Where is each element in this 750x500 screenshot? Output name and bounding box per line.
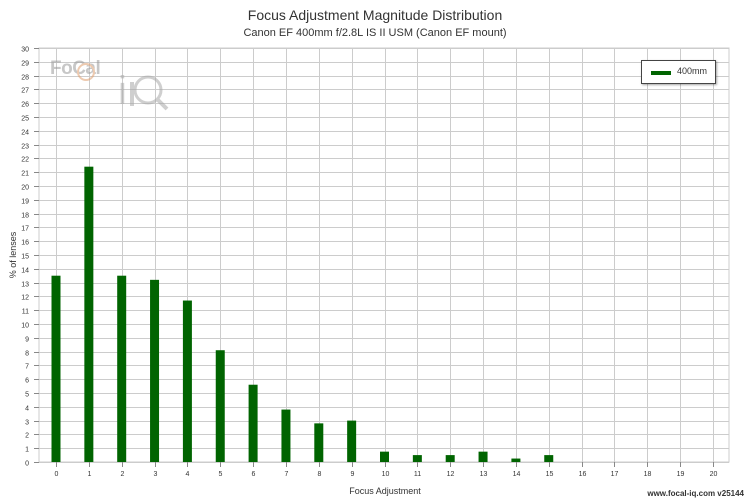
y-tick-label: 6 <box>25 378 29 385</box>
x-tick-label: 0 <box>55 471 59 478</box>
y-tick-label: 26 <box>21 102 29 109</box>
x-tick-label: 4 <box>186 471 190 478</box>
y-axis-label: % of lenses <box>8 231 18 278</box>
x-tick-label: 19 <box>677 471 685 478</box>
bar <box>347 420 357 462</box>
bar <box>511 458 521 462</box>
y-tick-label: 3 <box>25 420 29 427</box>
chart-subtitle: Canon EF 400mm f/2.8L IS II USM (Canon E… <box>243 27 507 39</box>
x-tick-label: 15 <box>546 471 554 478</box>
y-tick-label: 17 <box>21 226 29 233</box>
axes: 0123456789101112131415161718192021222324… <box>21 47 717 479</box>
legend-swatch <box>651 71 671 75</box>
y-tick-label: 23 <box>21 144 29 151</box>
x-tick-label: 13 <box>480 471 488 478</box>
y-tick-label: 24 <box>21 130 29 137</box>
y-tick-label: 29 <box>21 61 29 68</box>
y-tick-label: 2 <box>25 433 29 440</box>
y-tick-label: 13 <box>21 282 29 289</box>
bar <box>84 166 94 462</box>
chart-title: Focus Adjustment Magnitude Distribution <box>247 7 503 23</box>
legend-label: 400mm <box>677 66 708 76</box>
y-tick-label: 22 <box>21 157 29 164</box>
x-tick-label: 1 <box>88 471 92 478</box>
y-tick-label: 30 <box>21 47 29 54</box>
x-tick-label: 14 <box>513 471 521 478</box>
x-tick-label: 8 <box>318 471 322 478</box>
y-tick-label: 5 <box>25 392 29 399</box>
bar <box>380 451 389 462</box>
focal-iq-logo: FoCal i <box>50 58 180 116</box>
x-tick-label: 5 <box>219 471 223 478</box>
bar <box>412 455 422 462</box>
x-tick-label: 10 <box>382 471 390 478</box>
y-tick-label: 28 <box>21 75 29 82</box>
x-tick-label: 3 <box>154 471 158 478</box>
x-tick-label: 7 <box>285 471 289 478</box>
x-tick-label: 6 <box>252 471 256 478</box>
y-tick-label: 20 <box>21 185 29 192</box>
y-tick-label: 27 <box>21 88 29 95</box>
bars <box>51 166 554 462</box>
x-tick-label: 16 <box>579 471 587 478</box>
x-tick-label: 2 <box>121 471 125 478</box>
y-tick-label: 1 <box>25 447 29 454</box>
bar <box>51 275 61 462</box>
y-tick-label: 4 <box>25 406 29 413</box>
footer-url: www.focal-iq.com v25144 <box>647 489 744 498</box>
x-tick-label: 18 <box>644 471 652 478</box>
bar <box>281 409 291 462</box>
iq-logo-icon: i <box>77 63 169 113</box>
bar <box>215 350 225 462</box>
bar <box>478 451 488 462</box>
x-tick-label: 12 <box>447 471 455 478</box>
y-tick-label: 8 <box>25 351 29 358</box>
bar <box>314 423 324 462</box>
y-tick-label: 25 <box>21 116 29 123</box>
bar <box>117 275 127 462</box>
x-tick-label: 9 <box>351 471 355 478</box>
y-tick-label: 14 <box>21 268 29 275</box>
x-tick-label: 20 <box>710 471 718 478</box>
svg-text:i: i <box>118 69 127 113</box>
y-tick-label: 16 <box>21 240 29 247</box>
y-tick-label: 15 <box>21 254 29 261</box>
bar <box>182 300 192 462</box>
x-tick-label: 17 <box>611 471 619 478</box>
y-tick-label: 19 <box>21 199 29 206</box>
y-tick-label: 12 <box>21 295 29 302</box>
y-tick-label: 21 <box>21 171 29 178</box>
x-tick-label: 11 <box>414 471 421 478</box>
legend: 400mm <box>641 60 716 84</box>
y-tick-label: 18 <box>21 213 29 220</box>
bar <box>445 455 455 462</box>
bar <box>544 455 554 462</box>
bar <box>248 384 258 462</box>
bar <box>150 279 160 462</box>
x-axis-label: Focus Adjustment <box>349 486 421 496</box>
y-tick-label: 9 <box>25 337 29 344</box>
y-tick-label: 11 <box>22 309 29 316</box>
y-tick-label: 10 <box>21 323 29 330</box>
y-tick-label: 7 <box>25 364 29 371</box>
y-tick-label: 0 <box>25 461 29 468</box>
